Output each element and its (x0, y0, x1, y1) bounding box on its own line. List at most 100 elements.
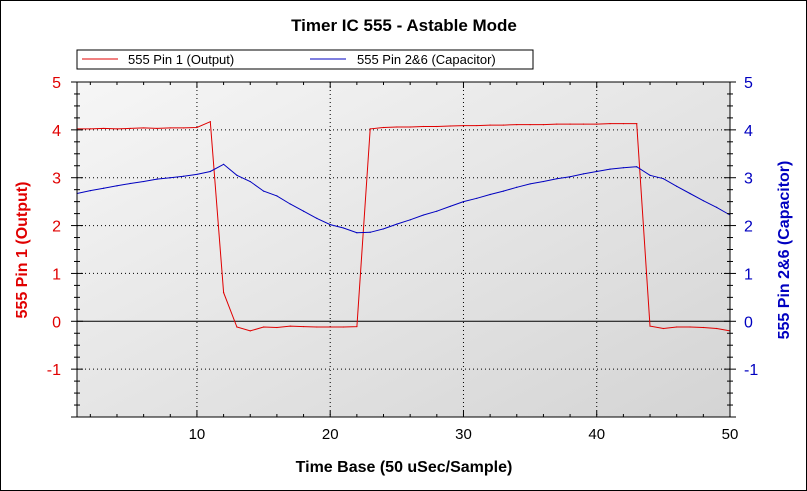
data-point (249, 330, 251, 332)
data-point (556, 178, 558, 180)
y-tick-label-right: 5 (744, 75, 753, 92)
data-point (502, 190, 505, 192)
data-point (529, 183, 531, 185)
data-point (249, 180, 251, 183)
legend-label-capacitor: 555 Pin 2&6 (Capacitor) (357, 52, 496, 67)
data-point (276, 326, 278, 329)
data-point (89, 190, 91, 192)
data-point (396, 126, 398, 128)
data-point (156, 127, 158, 130)
data-point (369, 128, 371, 130)
data-point (622, 167, 624, 169)
data-point (89, 128, 91, 130)
data-point (609, 168, 611, 170)
data-point (649, 325, 651, 327)
x-axis-label: Time Base (50 uSec/Sample) (296, 459, 513, 476)
data-point (436, 125, 438, 128)
data-point (409, 219, 411, 221)
data-point (382, 228, 385, 230)
data-point (462, 124, 465, 127)
data-point (662, 327, 664, 330)
y-tick-label-right: 0 (744, 314, 753, 331)
data-point (716, 327, 718, 330)
y-tick-label-left: 5 (52, 75, 61, 92)
y-tick-label-left: 4 (52, 123, 61, 140)
legend-label-output: 555 Pin 1 (Output) (128, 52, 234, 67)
data-point (662, 178, 664, 180)
data-point (449, 205, 451, 208)
data-point (676, 185, 678, 187)
data-point (702, 200, 704, 202)
y-tick-label-left: 1 (52, 266, 61, 283)
data-point (462, 201, 465, 203)
data-point (489, 193, 491, 196)
data-point (409, 126, 411, 128)
y-tick-label-right: 3 (744, 171, 753, 188)
data-point (116, 128, 118, 130)
data-point (143, 180, 145, 183)
data-point (236, 174, 238, 176)
y-tick-label-right: 2 (744, 219, 753, 236)
data-point (569, 176, 571, 178)
data-point (689, 192, 691, 195)
data-point (262, 190, 265, 192)
chart-title: Timer IC 555 - Astable Mode (291, 16, 517, 35)
data-point (289, 203, 291, 205)
data-point (156, 178, 158, 180)
data-point (542, 180, 545, 183)
data-point (289, 325, 291, 327)
data-point (356, 325, 358, 328)
data-point (103, 187, 105, 189)
data-point (222, 291, 225, 294)
data-point (422, 214, 425, 216)
data-point (449, 125, 451, 127)
x-tick-label: 50 (722, 426, 739, 443)
data-point (622, 123, 624, 125)
data-point (276, 195, 278, 197)
data-point (702, 326, 704, 329)
y-tick-label-right: 1 (744, 266, 753, 283)
data-point (143, 127, 145, 129)
y-axis-label-right: 555 Pin 2&6 (Capacitor) (776, 161, 793, 340)
series-line-output (77, 120, 731, 332)
legend: 555 Pin 1 (Output) 555 Pin 2&6 (Capacito… (76, 49, 534, 70)
data-point (169, 177, 171, 179)
data-point (516, 123, 518, 126)
y-tick-label-left: 3 (52, 171, 61, 188)
data-point (422, 125, 425, 128)
data-point (116, 185, 118, 187)
data-point (236, 326, 238, 328)
data-point (329, 224, 331, 226)
data-point (103, 127, 105, 130)
data-point (582, 123, 585, 125)
data-point (222, 163, 225, 165)
data-point (129, 182, 131, 185)
data-point (302, 325, 305, 328)
data-point (209, 121, 211, 123)
series-line-capacitor (76, 163, 731, 234)
x-tick-label: 10 (189, 426, 206, 443)
data-point (596, 170, 598, 173)
data-point (382, 126, 385, 129)
y-tick-label-left: 0 (52, 314, 61, 331)
x-tick-label: 30 (455, 426, 472, 443)
data-point (369, 231, 371, 233)
data-point (342, 227, 345, 229)
data-point (636, 123, 638, 125)
data-point (649, 174, 651, 176)
data-point (542, 123, 545, 126)
data-point (183, 175, 185, 177)
data-point (169, 127, 171, 129)
data-point (676, 326, 678, 328)
y-tick-label-right: 4 (744, 123, 753, 140)
data-point (302, 210, 305, 212)
data-point (476, 124, 478, 127)
data-point (196, 173, 198, 175)
y-axis-label-left: 555 Pin 1 (Output) (14, 182, 31, 319)
data-point (502, 124, 505, 126)
plot-area (77, 82, 730, 417)
data-point (489, 124, 491, 126)
data-point (356, 232, 358, 234)
